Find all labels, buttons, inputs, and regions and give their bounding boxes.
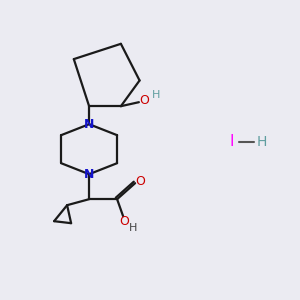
Text: O: O (135, 175, 145, 188)
Text: N: N (84, 168, 94, 181)
Text: N: N (84, 118, 94, 131)
Text: O: O (119, 215, 129, 228)
Text: H: H (257, 135, 267, 149)
Text: O: O (139, 94, 149, 107)
Text: H: H (129, 223, 137, 233)
Text: H: H (152, 90, 160, 100)
Text: I: I (230, 134, 234, 149)
